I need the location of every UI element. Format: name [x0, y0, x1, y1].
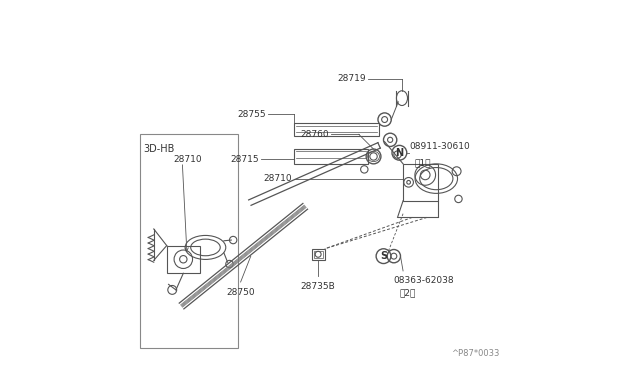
- Bar: [294, 123, 379, 136]
- Text: N: N: [396, 148, 403, 158]
- Text: （1）: （1）: [415, 158, 431, 168]
- Bar: [314, 251, 323, 258]
- Bar: [294, 149, 368, 164]
- Text: 28735B: 28735B: [301, 282, 335, 291]
- Text: 3D-HB: 3D-HB: [143, 144, 175, 154]
- Text: 28719: 28719: [337, 74, 366, 83]
- Text: 28715: 28715: [230, 154, 259, 164]
- Text: 28710: 28710: [264, 174, 292, 183]
- Text: 28755: 28755: [238, 109, 266, 119]
- Text: 08363-62038: 08363-62038: [394, 276, 454, 285]
- Bar: [403, 164, 438, 201]
- Text: 28750: 28750: [227, 288, 255, 296]
- Text: S: S: [380, 251, 387, 261]
- Text: 08911-30610: 08911-30610: [410, 142, 470, 151]
- Bar: [312, 249, 324, 260]
- Bar: [166, 246, 200, 273]
- Text: 28710: 28710: [173, 155, 202, 164]
- Text: （2）: （2）: [399, 289, 415, 298]
- Text: ^P87*0033: ^P87*0033: [451, 349, 499, 358]
- Text: 28760: 28760: [301, 130, 329, 139]
- Bar: [140, 134, 237, 349]
